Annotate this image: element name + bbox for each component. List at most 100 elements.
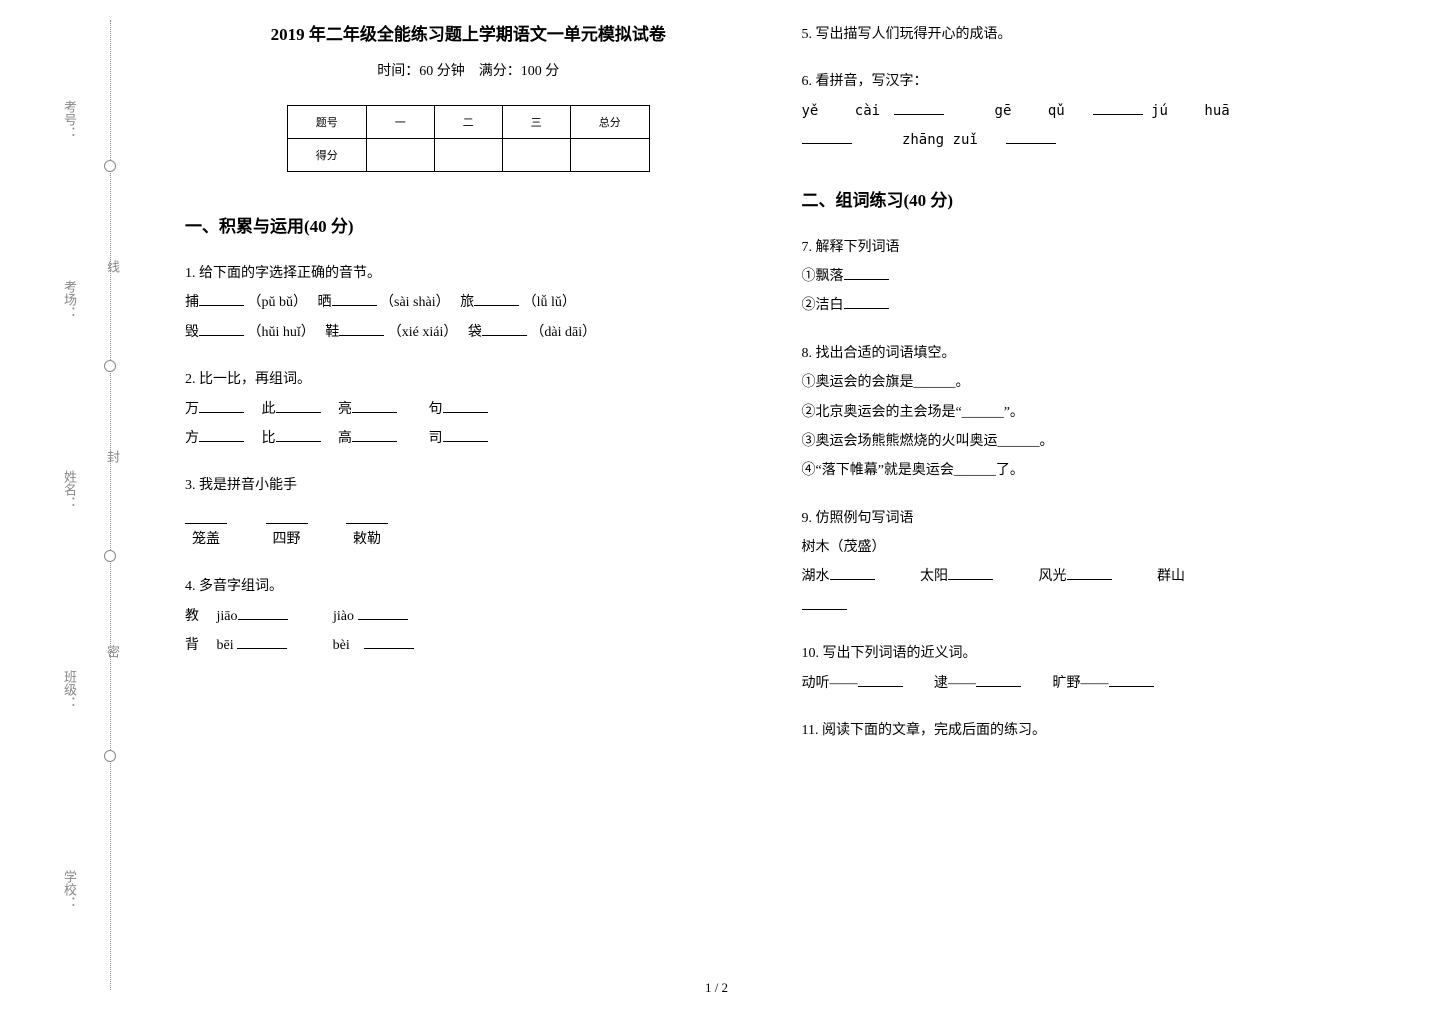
q4-char: 背	[185, 638, 199, 653]
blank	[894, 101, 944, 115]
q3-stem: 3. 我是拼音小能手	[185, 471, 752, 500]
q1-line1: 捕 （pǔ bǔ） 晒 （sài shài） 旅 （lǚ lǔ）	[185, 288, 752, 317]
blank	[276, 428, 321, 442]
q2-stem: 2. 比一比，再组词。	[185, 365, 752, 394]
question-2: 2. 比一比，再组词。 万 此 亮 句 方 比 高 司	[185, 365, 752, 453]
q6-line1: yě cài gē qǔ jú huā	[802, 97, 1369, 126]
q9-example: 树木（茂盛）	[802, 533, 1369, 562]
exam-title: 2019 年二年级全能练习题上学期语文一单元模拟试卷	[185, 20, 752, 45]
q5-stem: 5. 写出描写人们玩得开心的成语。	[802, 20, 1369, 49]
binding-label-room: 考场：	[60, 280, 79, 319]
binding-circle	[104, 360, 116, 372]
q10-line: 动听—— 逮—— 旷野——	[802, 669, 1369, 698]
blank	[474, 292, 519, 306]
q8-item: ③奥运会场熊熊燃烧的火叫奥运______。	[802, 427, 1369, 456]
q2-line1: 万 此 亮 句	[185, 395, 752, 424]
blank	[352, 428, 397, 442]
binding-label-class: 班级：	[60, 670, 79, 709]
q7-item2: ②洁白	[802, 291, 1369, 320]
q1-py: （dài dāi）	[530, 325, 596, 340]
q1-stem: 1. 给下面的字选择正确的音节。	[185, 259, 752, 288]
q9-word: 群山	[1157, 569, 1185, 584]
q1-char: 晒	[318, 295, 332, 310]
q2-char: 此	[262, 402, 276, 417]
q1-char: 鞋	[325, 325, 339, 340]
score-th: 一	[366, 106, 434, 139]
q7-word: ①飘落	[802, 269, 844, 284]
content-area: 2019 年二年级全能练习题上学期语文一单元模拟试卷 时间：60 分钟 满分：1…	[160, 20, 1393, 991]
blank	[199, 428, 244, 442]
blank	[237, 635, 287, 649]
blank	[802, 596, 847, 610]
binding-circle	[104, 750, 116, 762]
seal-feng: 封	[103, 450, 122, 463]
q2-char: 方	[185, 431, 199, 446]
blank	[199, 399, 244, 413]
q10-word: 旷野——	[1053, 676, 1109, 691]
q3-word: 敕勒	[346, 525, 388, 554]
q3-items: 笼盖 四野 敕勒	[185, 509, 752, 554]
binding-area: 学校： 班级： 姓名： 考场： 考号： 密 封 线	[0, 0, 140, 1011]
binding-circle	[104, 160, 116, 172]
q9-word: 太阳	[920, 569, 948, 584]
q4-line2: 背 bēi bèi	[185, 631, 752, 660]
q4-char: 教	[185, 609, 199, 624]
blank	[238, 606, 288, 620]
blank	[1109, 673, 1154, 687]
q9-word: 湖水	[802, 569, 830, 584]
q8-stem: 8. 找出合适的词语填空。	[802, 339, 1369, 368]
blank	[352, 399, 397, 413]
score-th: 二	[434, 106, 502, 139]
blank	[339, 322, 384, 336]
blank	[844, 295, 889, 309]
q7-stem: 7. 解释下列词语	[802, 233, 1369, 262]
q4-py: jiāo	[217, 609, 238, 624]
q1-line2: 毁 （hǔi huǐ） 鞋 （xié xiái） 袋 （dài dāi）	[185, 318, 752, 347]
q6-py: yě	[802, 103, 819, 119]
binding-label-school: 学校：	[60, 870, 79, 909]
q1-char: 毁	[185, 325, 199, 340]
blank	[185, 509, 227, 524]
q3-item: 笼盖	[185, 509, 227, 554]
q1-char: 旅	[460, 295, 474, 310]
q6-py: qǔ	[1048, 103, 1065, 119]
q7-item1: ①飘落	[802, 262, 1369, 291]
seal-xian: 线	[103, 260, 122, 273]
binding-circle	[104, 550, 116, 562]
blank	[346, 509, 388, 524]
blank	[443, 399, 488, 413]
q2-char: 亮	[338, 402, 352, 417]
q6-line2: zhāng zuǐ	[802, 126, 1369, 155]
q11-stem: 11. 阅读下面的文章，完成后面的练习。	[802, 716, 1369, 745]
score-cell	[502, 139, 570, 172]
question-4: 4. 多音字组词。 教 jiāo jiào 背 bēi bèi	[185, 572, 752, 660]
score-row-label: 得分	[287, 139, 366, 172]
score-cell	[434, 139, 502, 172]
blank	[266, 509, 308, 524]
q8-item: ④“落下帷幕”就是奥运会______了。	[802, 456, 1369, 485]
q6-py: zhāng zuǐ	[902, 132, 978, 148]
q6-py: cài	[855, 103, 880, 119]
q6-py: huā	[1204, 103, 1229, 119]
score-table: 题号 一 二 三 总分 得分	[287, 105, 650, 172]
q7-word: ②洁白	[802, 298, 844, 313]
q1-char: 袋	[468, 325, 482, 340]
q8-item: ②北京奥运会的主会场是“______”。	[802, 398, 1369, 427]
blank	[858, 673, 903, 687]
blank	[802, 130, 852, 144]
question-1: 1. 给下面的字选择正确的音节。 捕 （pǔ bǔ） 晒 （sài shài） …	[185, 259, 752, 347]
q1-py: （lǚ lǔ）	[523, 295, 576, 310]
question-3: 3. 我是拼音小能手 笼盖 四野 敕勒	[185, 471, 752, 554]
score-table-header-row: 题号 一 二 三 总分	[287, 106, 649, 139]
score-th: 三	[502, 106, 570, 139]
q3-item: 敕勒	[346, 509, 388, 554]
q2-char: 高	[338, 431, 352, 446]
section1-title: 一、积累与运用(40 分)	[185, 212, 752, 237]
section2-title: 二、组词练习(40 分)	[802, 186, 1369, 211]
q10-word: 动听——	[802, 676, 858, 691]
score-cell	[366, 139, 434, 172]
question-7: 7. 解释下列词语 ①飘落 ②洁白	[802, 233, 1369, 321]
question-10: 10. 写出下列词语的近义词。 动听—— 逮—— 旷野——	[802, 639, 1369, 698]
q4-py: jiào	[333, 609, 354, 624]
q9-word: 风光	[1039, 569, 1067, 584]
